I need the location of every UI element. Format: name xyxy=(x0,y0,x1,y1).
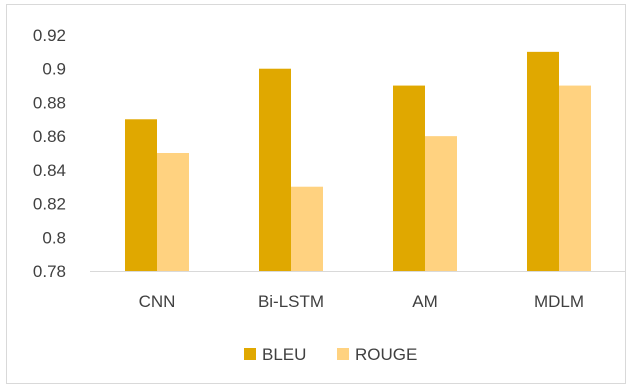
bar-bleu-am xyxy=(393,85,425,271)
bar-rouge-bi-lstm xyxy=(291,186,323,271)
x-category-label: CNN xyxy=(139,292,176,311)
bar-bleu-bi-lstm xyxy=(259,68,291,271)
bar-rouge-am xyxy=(425,136,457,271)
y-tick-label: 0.9 xyxy=(42,60,66,79)
bar-bleu-mdlm xyxy=(527,51,559,271)
x-category-label: MDLM xyxy=(534,292,584,311)
y-tick-label: 0.8 xyxy=(42,228,66,247)
y-tick-label: 0.88 xyxy=(33,93,66,112)
y-tick-label: 0.82 xyxy=(33,195,66,214)
legend-swatch-bleu xyxy=(244,348,256,360)
bar-bleu-cnn xyxy=(125,119,157,272)
x-category-label: Bi-LSTM xyxy=(258,292,324,311)
legend-label-bleu: BLEU xyxy=(262,345,306,364)
y-tick-label: 0.84 xyxy=(33,161,66,180)
y-tick-label: 0.92 xyxy=(33,26,66,45)
bar-rouge-mdlm xyxy=(559,85,591,271)
legend-label-rouge: ROUGE xyxy=(355,345,417,364)
x-category-label: AM xyxy=(412,292,438,311)
legend-swatch-rouge xyxy=(337,348,349,360)
y-tick-label: 0.86 xyxy=(33,127,66,146)
y-tick-label: 0.78 xyxy=(33,262,66,281)
bar-rouge-cnn xyxy=(157,153,189,271)
